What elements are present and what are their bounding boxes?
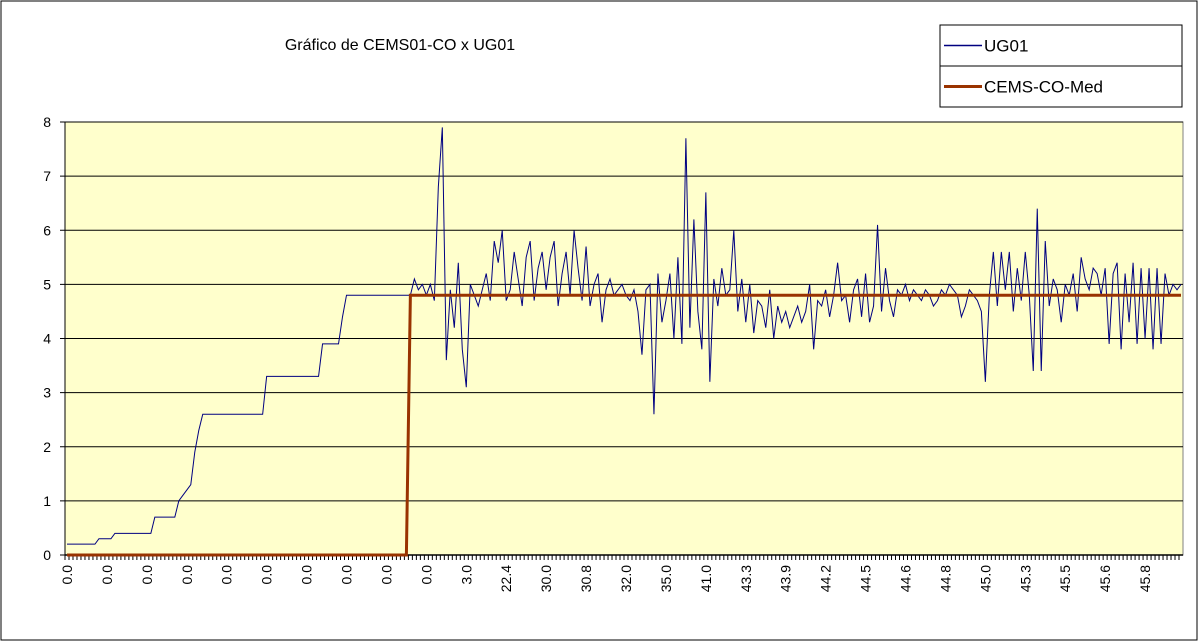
x-tick-label: 0.0 <box>378 565 394 585</box>
legend-label: CEMS-CO-Med <box>984 78 1103 97</box>
y-tick-label: 4 <box>43 331 51 347</box>
x-tick-label: 35.0 <box>658 565 674 592</box>
x-tick-label: 44.2 <box>818 565 834 592</box>
x-tick-label: 45.6 <box>1097 565 1113 592</box>
x-tick-label: 0.0 <box>59 565 75 585</box>
x-tick-label: 41.0 <box>698 565 714 592</box>
x-tick-label: 45.8 <box>1137 565 1153 592</box>
x-tick-label: 44.8 <box>937 565 953 592</box>
chart-title: Gráfico de CEMS01-CO x UG01 <box>285 37 515 54</box>
x-tick-label: 0.0 <box>299 565 315 585</box>
x-tick-label: 0.0 <box>179 565 195 585</box>
x-tick-label: 45.3 <box>1017 565 1033 592</box>
y-tick-label: 5 <box>43 276 51 292</box>
x-tick-label: 45.5 <box>1057 565 1073 592</box>
x-tick-label: 3.0 <box>458 565 474 585</box>
y-tick-label: 2 <box>43 439 51 455</box>
x-tick-label: 0.0 <box>99 565 115 585</box>
x-tick-label: 44.6 <box>897 565 913 592</box>
y-tick-label: 8 <box>43 114 51 130</box>
x-tick-label: 43.3 <box>738 565 754 592</box>
x-tick-label: 30.0 <box>538 565 554 592</box>
x-tick-label: 0.0 <box>139 565 155 585</box>
y-tick-label: 3 <box>43 385 51 401</box>
x-tick-label: 43.9 <box>778 565 794 592</box>
x-tick-label: 45.0 <box>977 565 993 592</box>
x-tick-label: 32.0 <box>618 565 634 592</box>
y-tick-label: 7 <box>43 168 51 184</box>
series-line <box>67 293 1181 557</box>
x-tick-label: 0.0 <box>259 565 275 585</box>
y-tick-label: 0 <box>43 547 51 563</box>
x-tick-label: 0.0 <box>418 565 434 585</box>
x-tick-label: 0.0 <box>338 565 354 585</box>
series-line <box>67 127 1182 545</box>
legend-label: UG01 <box>984 37 1028 56</box>
y-tick-label: 6 <box>43 222 51 238</box>
x-tick-label: 30.8 <box>578 565 594 592</box>
x-tick-label: 0.0 <box>219 565 235 585</box>
y-tick-label: 1 <box>43 493 51 509</box>
x-tick-label: 44.5 <box>858 565 874 592</box>
x-tick-label: 22.4 <box>498 565 514 592</box>
